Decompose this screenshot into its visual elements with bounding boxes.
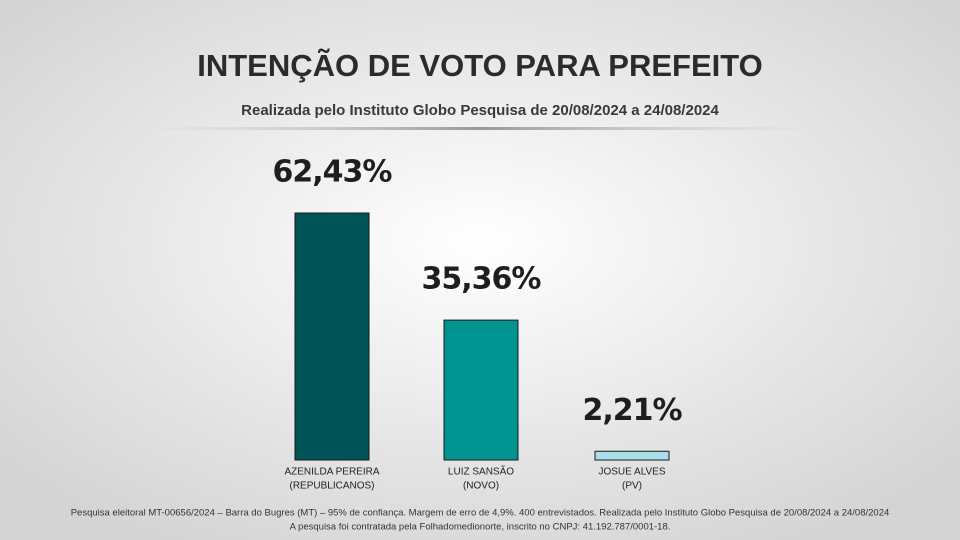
footnote: Pesquisa eleitoral MT-00656/2024 – Barra… (71, 508, 890, 519)
category-sublabel: (REPUBLICANOS) (289, 481, 374, 492)
category-label: AZENILDA PEREIRA (284, 467, 379, 478)
bar (594, 450, 670, 461)
divider (150, 127, 810, 130)
bar (443, 319, 519, 461)
chart-subtitle: Realizada pelo Instituto Globo Pesquisa … (241, 102, 719, 119)
value-label: 62,43% (273, 155, 393, 190)
bar (294, 212, 370, 461)
category-sublabel: (NOVO) (463, 481, 499, 492)
category-sublabel: (PV) (622, 481, 642, 492)
value-label: 2,21% (582, 393, 682, 428)
category-label: JOSUE ALVES (598, 467, 665, 478)
value-label: 35,36% (422, 262, 542, 297)
footnote: A pesquisa foi contratada pela Folhadome… (290, 522, 671, 533)
category-label: LUIZ SANSÃO (448, 465, 514, 478)
chart-title: INTENÇÃO DE VOTO PARA PREFEITO (197, 48, 763, 83)
